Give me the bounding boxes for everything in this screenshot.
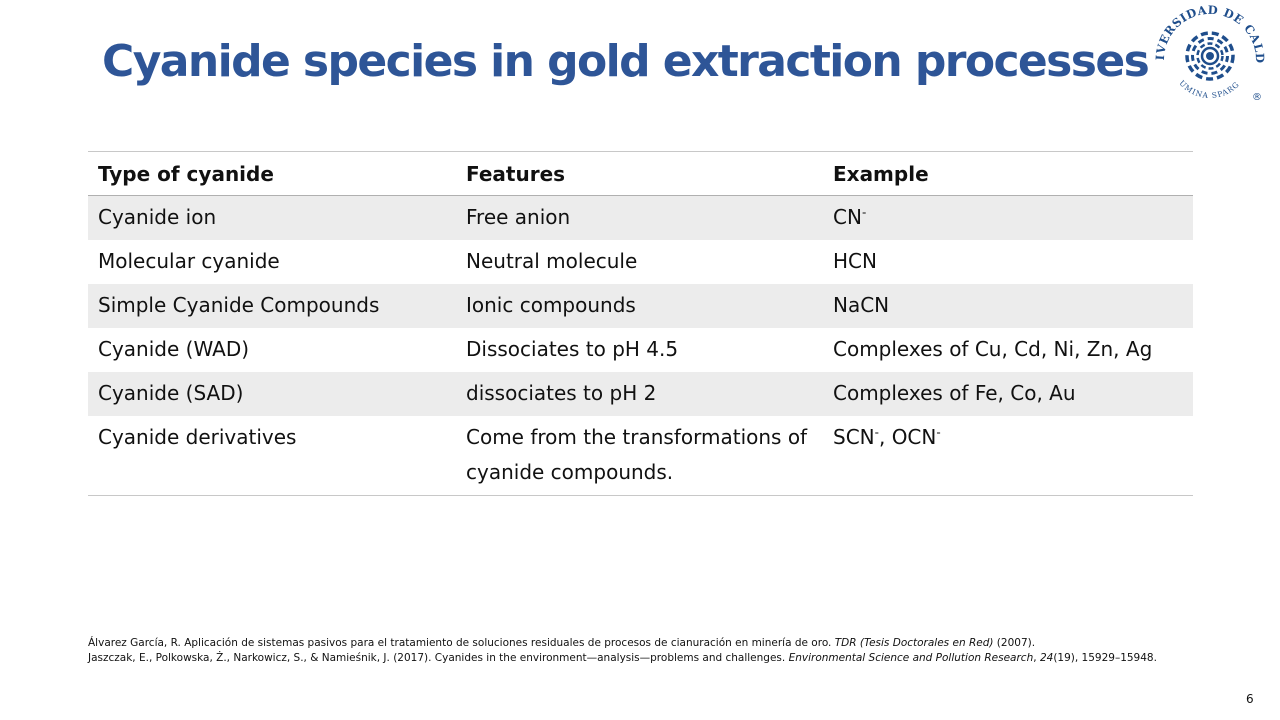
reference-source: TDR (Tesis Doctorales en Red) [834, 637, 994, 649]
charge-superscript: - [861, 205, 867, 220]
table-row: Cyanide (SAD) dissociates to pH 2 Comple… [88, 372, 1193, 416]
table-row: Simple Cyanide Compounds Ionic compounds… [88, 284, 1193, 328]
reference-text: (2007). [993, 637, 1036, 649]
reference-text: Jaszczak, E., Polkowska, Ż., Narkowicz, … [88, 652, 789, 664]
cell-type: Cyanide (SAD) [98, 381, 244, 405]
cell-example: HCN [833, 249, 877, 273]
reference-entry: Jaszczak, E., Polkowska, Ż., Narkowicz, … [88, 651, 1198, 666]
reference-source: Environmental Science and Pollution Rese… [788, 652, 1034, 664]
reference-volume: 24 [1039, 652, 1054, 664]
header-features: Features [456, 151, 823, 196]
reference-entry: Álvarez García, R. Aplicación de sistema… [88, 636, 1198, 651]
header-type: Type of cyanide [88, 151, 456, 196]
cell-features: Come from the transformations of cyanide… [466, 425, 808, 484]
university-seal-logo: UNIVERSIDAD DE CALDAS LUMINA SPARGO ® [1148, 0, 1267, 103]
example-formula: OCN [891, 425, 937, 449]
cell-example: SCN-, OCN- [823, 416, 1193, 496]
reference-text: (19), 15929–15948. [1053, 652, 1157, 664]
table-header-row: Type of cyanide Features Example [88, 151, 1193, 196]
sun-emblem-icon [1185, 31, 1235, 81]
cell-type: Cyanide ion [98, 205, 217, 229]
cell-features: Neutral molecule [466, 249, 638, 273]
header-example: Example [823, 151, 1193, 196]
registered-mark: ® [1252, 92, 1262, 103]
cell-example: Complexes of Cu, Cd, Ni, Zn, Ag [833, 337, 1153, 361]
cell-type: Molecular cyanide [98, 249, 280, 273]
reference-text: Álvarez García, R. Aplicación de sistema… [88, 637, 835, 649]
charge-superscript: - [874, 425, 879, 440]
charge-superscript: - [936, 425, 941, 440]
cell-type: Cyanide (WAD) [98, 337, 250, 361]
example-formula: CN [833, 205, 862, 229]
cell-type: Cyanide derivatives [98, 425, 297, 449]
cyanide-species-table: Type of cyanide Features Example Cyanide… [88, 151, 1193, 496]
example-separator: , [878, 425, 892, 449]
cell-type: Simple Cyanide Compounds [98, 293, 380, 317]
cell-example: CN- [823, 196, 1193, 241]
cell-features: Ionic compounds [466, 293, 636, 317]
cell-example: NaCN [833, 293, 890, 317]
cell-features: Free anion [466, 205, 571, 229]
table-row: Cyanide derivatives Come from the transf… [88, 416, 1193, 496]
example-formula: SCN [833, 425, 875, 449]
table-row: Molecular cyanide Neutral molecule HCN [88, 240, 1193, 284]
cell-example: Complexes of Fe, Co, Au [833, 381, 1076, 405]
page-number: 6 [1246, 692, 1254, 706]
table-row: Cyanide (WAD) Dissociates to pH 4.5 Comp… [88, 328, 1193, 372]
slide-title: Cyanide species in gold extraction proce… [102, 36, 1150, 87]
cell-features: dissociates to pH 2 [466, 381, 657, 405]
table-row: Cyanide ion Free anion CN- [88, 195, 1193, 241]
cell-features: Dissociates to pH 4.5 [466, 337, 679, 361]
references: Álvarez García, R. Aplicación de sistema… [88, 636, 1198, 666]
reference-text: , [1033, 652, 1040, 664]
